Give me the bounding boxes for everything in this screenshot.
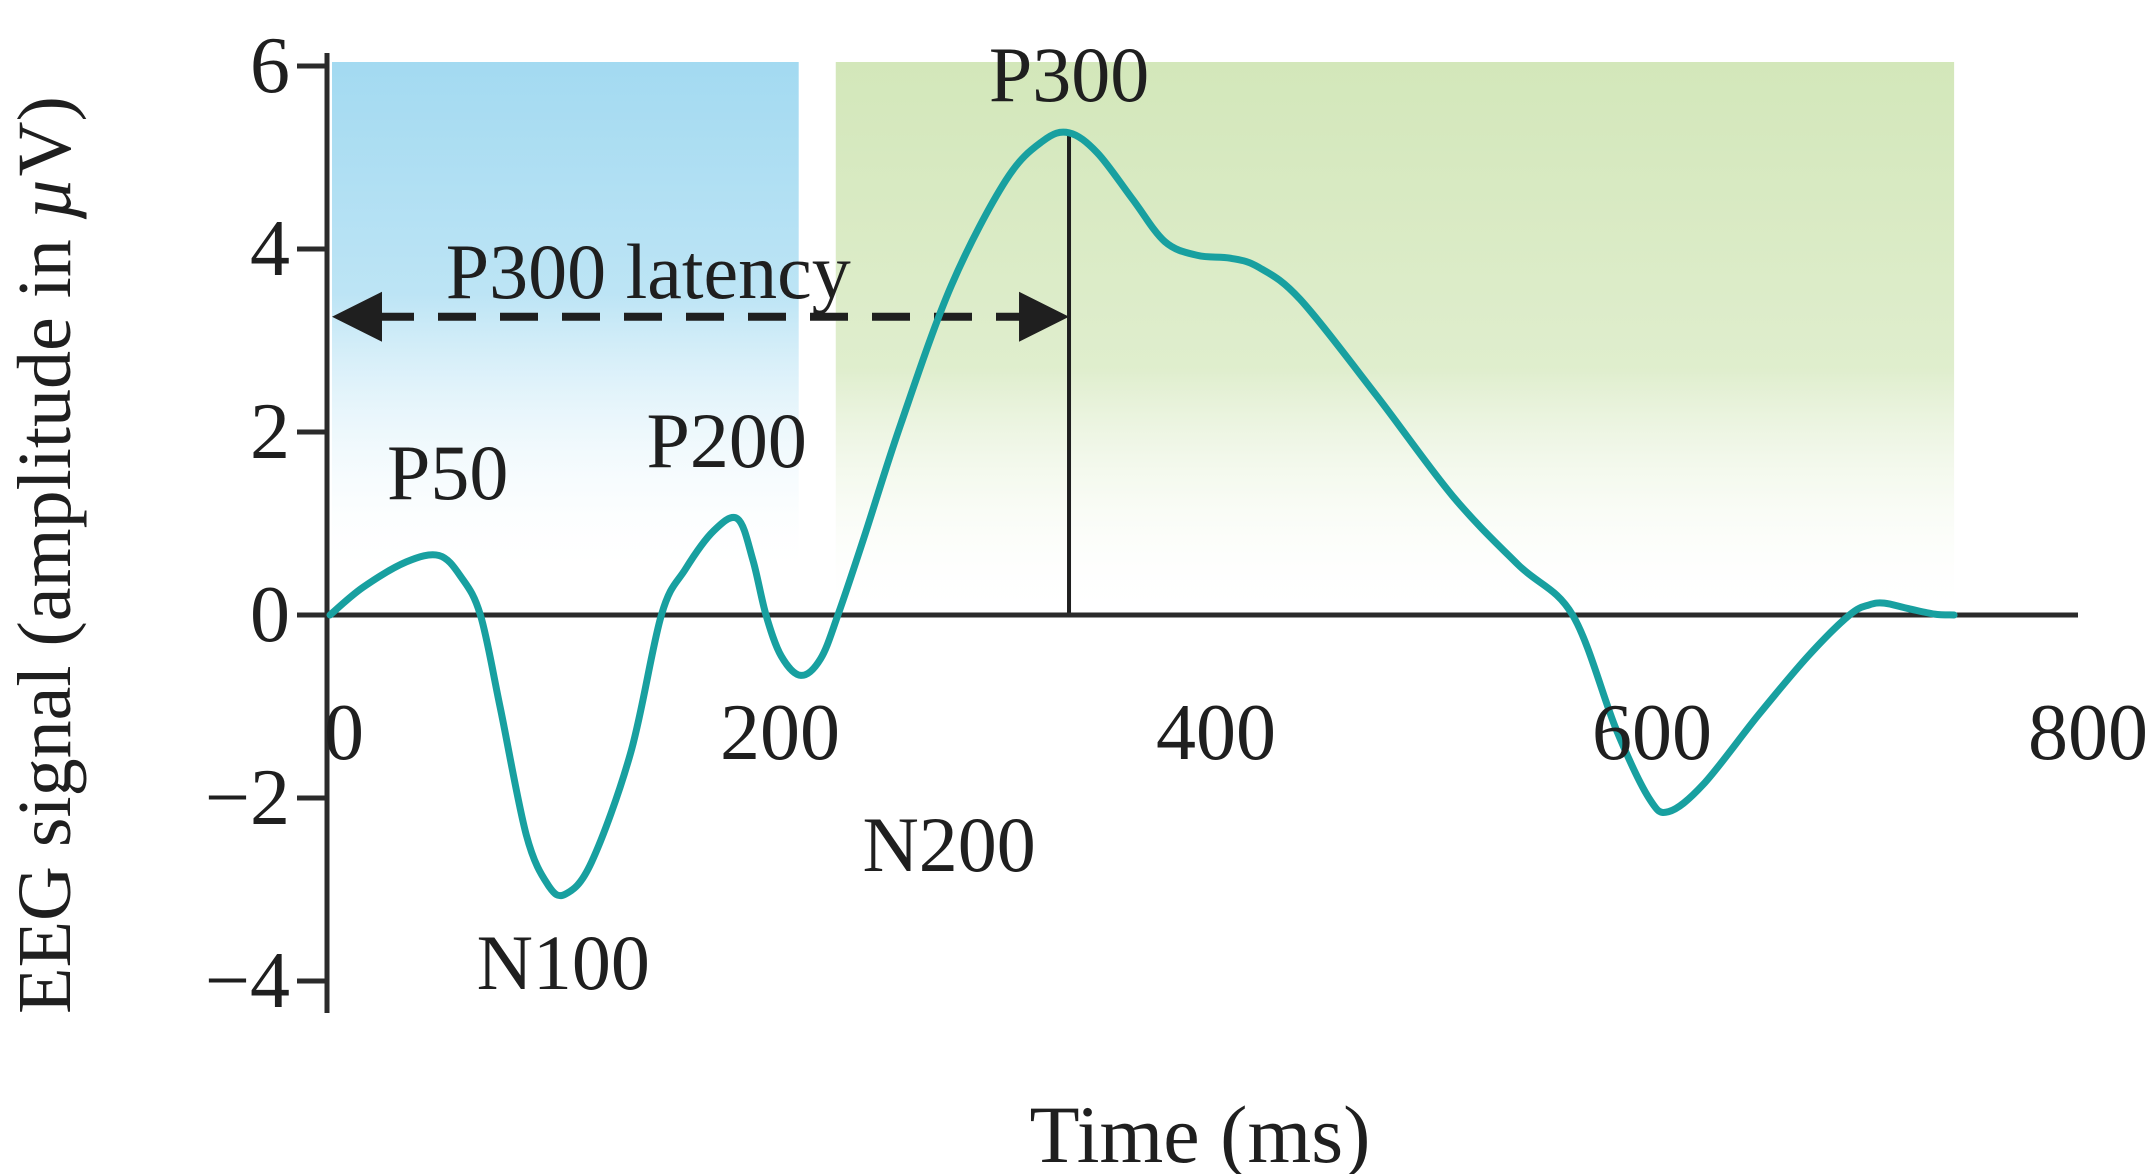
- x-tick-label: 400: [1156, 689, 1276, 777]
- y-axis-title-text: EEG signal (amplitude in: [3, 220, 87, 1014]
- mu-symbol: µ: [3, 176, 87, 221]
- y-tick-label: 4: [250, 205, 290, 293]
- latency-arrowhead-left: [332, 291, 382, 342]
- y-tick-label: 6: [250, 22, 290, 110]
- component-label-n200: N200: [862, 800, 1036, 888]
- y-axis-title-unit: V): [3, 96, 87, 177]
- component-label-p50: P50: [387, 429, 509, 517]
- x-tick-label: 200: [720, 689, 840, 777]
- x-tick-label: 600: [1592, 689, 1712, 777]
- eeg-waveform: [326, 128, 1958, 900]
- y-axis-title: EEG signal (amplitude in µV): [3, 96, 87, 1014]
- y-tick-label: −2: [204, 754, 290, 842]
- x-tick-label: 0: [324, 689, 364, 777]
- component-label-p200: P200: [646, 397, 807, 485]
- late-window-region: [835, 62, 1955, 620]
- y-tick-label: 2: [250, 388, 290, 476]
- x-tick-label: 800: [2028, 689, 2148, 777]
- x-axis-title: Time (ms): [1029, 1089, 1371, 1174]
- component-label-p300: P300: [988, 31, 1150, 119]
- y-tick-label: 0: [250, 571, 290, 659]
- latency-annotation-label: P300 latency: [445, 227, 851, 315]
- early-window-region: [332, 62, 799, 580]
- component-label-n100: N100: [476, 918, 650, 1006]
- y-tick-label: −4: [204, 937, 290, 1025]
- latency-arrowhead-right: [1019, 291, 1070, 342]
